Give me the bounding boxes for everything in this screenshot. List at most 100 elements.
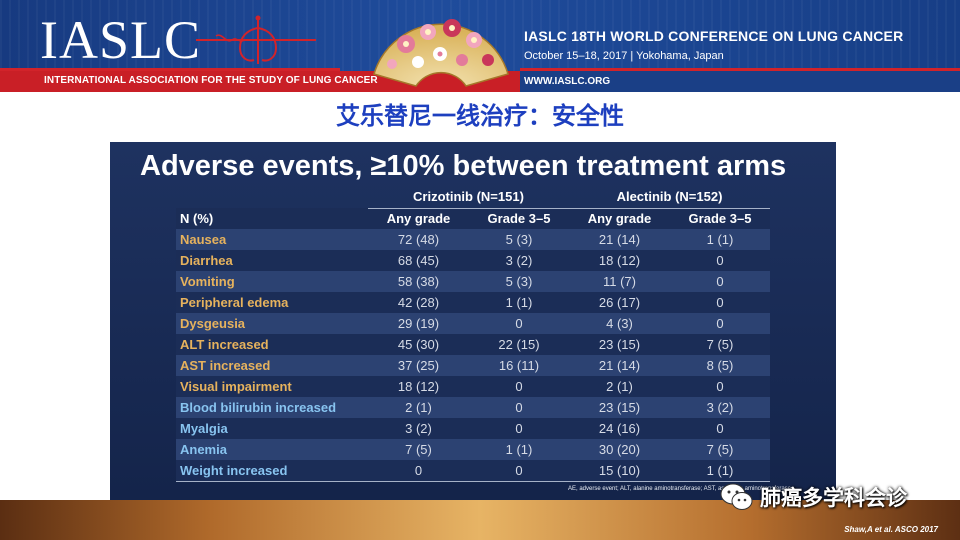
table-cell: 0 — [468, 376, 569, 397]
table-cell: 11 (7) — [568, 271, 670, 292]
table-cell: 0 — [468, 418, 569, 439]
group-crizotinib: Crizotinib (N=151) — [368, 186, 569, 209]
table-cell: 5 (3) — [468, 229, 569, 250]
table-cell: 30 (20) — [568, 439, 670, 460]
table-cell: 37 (25) — [368, 355, 469, 376]
table-cell: 7 (5) — [368, 439, 469, 460]
column-header: N (%) — [176, 208, 368, 229]
table-row: Blood bilirubin increased 2 (1) 0 23 (15) 3 … — [176, 397, 770, 418]
banner-rule-left — [0, 68, 340, 71]
website-bar — [520, 71, 960, 92]
watermark: 肺癌多学科会诊 — [720, 478, 954, 518]
iaslc-logo: IASLC — [40, 10, 202, 70]
conference-dates: October 15–18, 2017 | Yokohama, Japan — [524, 50, 724, 62]
table-row: Vomiting 58 (38) 5 (3) 11 (7) 0 — [176, 271, 770, 292]
group-alectinib: Alectinib (N=152) — [568, 186, 770, 209]
table-cell: 7 (5) — [669, 334, 770, 355]
table-cell: 0 — [669, 271, 770, 292]
table-cell: 1 (1) — [669, 229, 770, 250]
adverse-event-name: Nausea — [176, 229, 368, 250]
table-cell: 29 (19) — [368, 313, 469, 334]
lung-caduceus-icon — [196, 15, 316, 64]
conference-title: IASLC 18TH WORLD CONFERENCE ON LUNG CANC… — [524, 28, 904, 44]
footnote: AE, adverse event; ALT, alanine aminotra… — [568, 486, 792, 492]
table-cell: 3 (2) — [669, 397, 770, 418]
table-cell: 0 — [468, 397, 569, 418]
table-cell: 21 (14) — [568, 355, 670, 376]
table-row: Dysgeusia 29 (19) 0 4 (3) 0 — [176, 313, 770, 334]
table-cell: 1 (1) — [468, 439, 569, 460]
cherry-blossom-fan-icon — [373, 19, 509, 87]
table-cell: 1 (1) — [669, 460, 770, 482]
table-cell: 1 (1) — [468, 292, 569, 313]
table-cell: 4 (3) — [568, 313, 670, 334]
table-cell: 16 (11) — [468, 355, 569, 376]
chinese-slide-title: 艾乐替尼一线治疗：安全性 — [336, 103, 624, 130]
table-row: Nausea 72 (48) 5 (3) 21 (14) 1 (1) — [176, 229, 770, 250]
adverse-events-table: Crizotinib (N=151) Alectinib (N=152) N (… — [176, 186, 770, 482]
group-spacer — [176, 186, 368, 208]
table-row: Diarrhea 68 (45) 3 (2) 18 (12) 0 — [176, 250, 770, 271]
group-header-row: Crizotinib (N=151) Alectinib (N=152) — [176, 186, 770, 209]
column-header: Grade 3–5 — [669, 208, 770, 229]
table-cell: 3 (2) — [368, 418, 469, 439]
table-cell: 7 (5) — [669, 439, 770, 460]
table-cell: 3 (2) — [468, 250, 569, 271]
bottom-decorative-bar — [0, 500, 960, 540]
table-cell: 0 — [669, 250, 770, 271]
column-header: Grade 3–5 — [468, 208, 569, 229]
table-cell: 18 (12) — [368, 376, 469, 397]
table-row: Anemia 7 (5) 1 (1) 30 (20) 7 (5) — [176, 439, 770, 460]
column-header: Any grade — [568, 208, 670, 229]
adverse-event-name: Dysgeusia — [176, 313, 368, 334]
wechat-icon — [720, 483, 753, 510]
table-cell: 22 (15) — [468, 334, 569, 355]
watermark-text: 肺癌多学科会诊 — [760, 487, 907, 510]
table-cell: 0 — [669, 418, 770, 439]
table-cell: 72 (48) — [368, 229, 469, 250]
conference-website: WWW.IASLC.ORG — [524, 76, 611, 87]
table-cell: 58 (38) — [368, 271, 469, 292]
citation: Shaw,A et al. ASCO 2017 — [844, 525, 938, 534]
adverse-event-name: Myalgia — [176, 418, 368, 439]
table-cell: 68 (45) — [368, 250, 469, 271]
table-cell: 2 (1) — [368, 397, 469, 418]
table-cell: 0 — [669, 292, 770, 313]
table-row: Weight increased 0 0 15 (10) 1 (1) — [176, 460, 770, 482]
organization-name: INTERNATIONAL ASSOCIATION FOR THE STUDY … — [44, 75, 378, 86]
column-header: Any grade — [368, 208, 469, 229]
adverse-event-name: Anemia — [176, 439, 368, 460]
table-cell: 0 — [368, 460, 469, 482]
table-cell: 0 — [468, 460, 569, 482]
adverse-event-name: ALT increased — [176, 334, 368, 355]
adverse-event-name: Diarrhea — [176, 250, 368, 271]
adverse-event-name: Vomiting — [176, 271, 368, 292]
adverse-event-name: Visual impairment — [176, 376, 368, 397]
table-row: Myalgia 3 (2) 0 24 (16) 0 — [176, 418, 770, 439]
table-row: ALT increased 45 (30) 22 (15) 23 (15) 7 (5) — [176, 334, 770, 355]
table-cell: 0 — [468, 313, 569, 334]
table-cell: 42 (28) — [368, 292, 469, 313]
column-header-row: N (%) Any grade Grade 3–5 Any grade Grad… — [176, 208, 770, 229]
table-cell: 0 — [669, 313, 770, 334]
table-cell: 5 (3) — [468, 271, 569, 292]
table-cell: 15 (10) — [568, 460, 670, 482]
conference-banner: IASLC INTERNATIONAL ASSOCIATION FOR THE … — [0, 0, 960, 92]
table-cell: 0 — [669, 376, 770, 397]
banner-rule-right — [520, 68, 960, 71]
table-row: AST increased 37 (25) 16 (11) 21 (14) 8 (5) — [176, 355, 770, 376]
table-row: Peripheral edema 42 (28) 1 (1) 26 (17) 0 — [176, 292, 770, 313]
table-cell: 26 (17) — [568, 292, 670, 313]
table-cell: 23 (15) — [568, 334, 670, 355]
table-cell: 21 (14) — [568, 229, 670, 250]
adverse-event-name: AST increased — [176, 355, 368, 376]
adverse-event-name: Blood bilirubin increased — [176, 397, 368, 418]
table-cell: 23 (15) — [568, 397, 670, 418]
table-cell: 2 (1) — [568, 376, 670, 397]
table-cell: 24 (16) — [568, 418, 670, 439]
adverse-event-name: Peripheral edema — [176, 292, 368, 313]
table-cell: 18 (12) — [568, 250, 670, 271]
table-row: Visual impairment 18 (12) 0 2 (1) 0 — [176, 376, 770, 397]
table-cell: 8 (5) — [669, 355, 770, 376]
slide-title: Adverse events, ≥10% between treatment a… — [140, 150, 787, 182]
